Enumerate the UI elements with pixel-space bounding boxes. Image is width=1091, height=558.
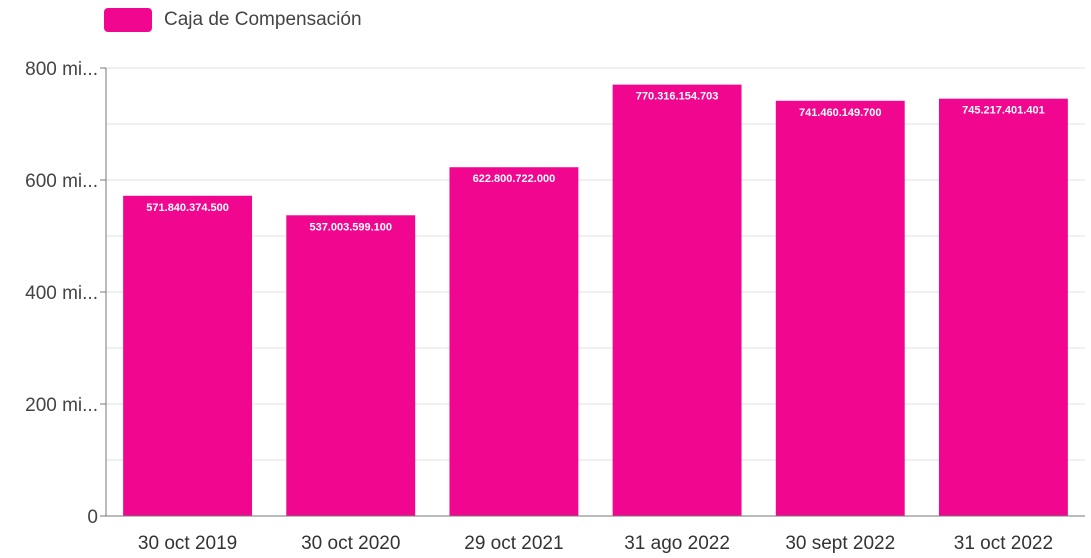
bar: [123, 195, 253, 516]
x-tick-label: 30 oct 2020: [301, 533, 400, 554]
data-label: 741.460.149.700: [799, 107, 882, 119]
y-tick-label: 800 mi...: [25, 59, 98, 80]
legend[interactable]: Caja de Compensación: [104, 8, 362, 32]
bar: [612, 84, 742, 516]
legend-swatch: [104, 8, 152, 32]
bar: [775, 100, 905, 516]
data-label: 571.840.374.500: [146, 202, 229, 214]
x-tick-label: 29 oct 2021: [464, 533, 563, 554]
x-tick-label: 30 sept 2022: [785, 533, 895, 554]
bar: [286, 215, 416, 516]
y-tick-label: 600 mi...: [25, 171, 98, 192]
x-tick-label: 31 ago 2022: [624, 533, 730, 554]
data-label: 622.800.722.000: [473, 173, 556, 185]
y-tick-label: 400 mi...: [25, 283, 98, 304]
x-tick-label: 30 oct 2019: [138, 533, 237, 554]
data-label: 745.217.401.401: [962, 105, 1045, 117]
legend-label: Caja de Compensación: [164, 9, 362, 30]
bar: [938, 98, 1068, 516]
data-label: 770.316.154.703: [636, 91, 719, 103]
bar: [449, 167, 579, 516]
y-tick-label: 0: [87, 507, 98, 528]
y-tick-label: 200 mi...: [25, 395, 98, 416]
x-tick-label: 31 oct 2022: [954, 533, 1053, 554]
data-label: 537.003.599.100: [309, 221, 392, 233]
